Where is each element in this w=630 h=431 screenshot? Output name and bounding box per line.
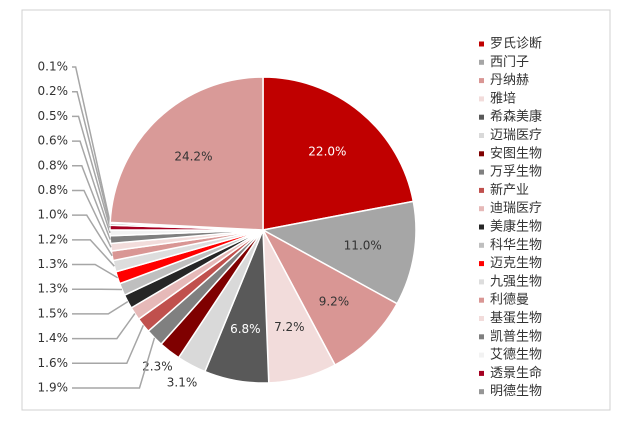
data-label: 0.8%: [38, 158, 69, 172]
data-label: 0.8%: [38, 183, 69, 197]
data-label: 11.0%: [344, 238, 382, 252]
legend-marker: [479, 151, 484, 156]
legend-label: 安图生物: [490, 146, 542, 161]
legend-label: 基蛋生物: [490, 311, 542, 326]
data-label: 1.4%: [38, 331, 69, 345]
legend-label: 美康生物: [490, 219, 542, 235]
data-label: 1.9%: [38, 381, 69, 395]
data-label: 1.5%: [38, 306, 69, 320]
legend-marker: [479, 42, 484, 47]
legend-marker: [479, 133, 484, 138]
legend-label: 罗氏诊断: [490, 37, 542, 52]
legend-label: 雅培: [490, 90, 516, 106]
legend-marker: [479, 389, 484, 394]
data-label: 1.2%: [38, 232, 69, 246]
data-label: 7.2%: [274, 320, 305, 334]
legend-marker: [479, 371, 484, 376]
data-label: 1.3%: [38, 282, 69, 296]
data-label: 0.6%: [38, 134, 69, 148]
legend-marker: [479, 60, 484, 65]
legend-label: 凯普生物: [490, 329, 542, 344]
data-label: 1.3%: [38, 257, 69, 271]
legend-label: 九强生物: [490, 274, 542, 289]
legend-label: 万孚生物: [490, 165, 542, 180]
legend-label: 迈瑞医疗: [490, 128, 542, 143]
legend-marker: [479, 298, 484, 303]
data-label: 0.5%: [38, 109, 69, 123]
legend-marker: [479, 225, 484, 230]
legend-marker: [479, 279, 484, 284]
legend-marker: [479, 243, 484, 248]
legend-marker: [479, 96, 484, 101]
data-label: 22.0%: [308, 145, 346, 159]
legend-marker: [479, 78, 484, 83]
legend-label: 希森美康: [490, 109, 542, 125]
legend-marker: [479, 115, 484, 120]
legend-label: 科华生物: [490, 238, 542, 253]
legend-label: 透景生命: [490, 365, 542, 381]
data-label: 0.1%: [38, 60, 69, 74]
legend-label: 迪瑞医疗: [490, 201, 542, 216]
data-label: 9.2%: [319, 294, 350, 308]
legend-marker: [479, 261, 484, 266]
data-label: 3.1%: [167, 375, 198, 389]
legend-marker: [479, 353, 484, 358]
data-label: 0.2%: [38, 84, 69, 98]
legend-label: 西门子: [490, 55, 529, 70]
legend-marker: [479, 206, 484, 211]
legend-label: 丹纳赫: [490, 73, 529, 88]
legend-label: 迈克生物: [490, 256, 542, 271]
legend-label: 艾德生物: [490, 348, 542, 363]
legend-label: 利德曼: [490, 293, 529, 308]
legend-marker: [479, 188, 484, 193]
data-label: 1.0%: [38, 208, 69, 222]
data-label: 1.6%: [38, 356, 69, 370]
data-label: 6.8%: [230, 322, 261, 336]
legend-label: 明德生物: [490, 384, 542, 399]
legend-marker: [479, 334, 484, 339]
legend-marker: [479, 316, 484, 321]
data-label: 24.2%: [174, 149, 212, 163]
legend-marker: [479, 170, 484, 175]
legend-label: 新产业: [490, 182, 529, 198]
